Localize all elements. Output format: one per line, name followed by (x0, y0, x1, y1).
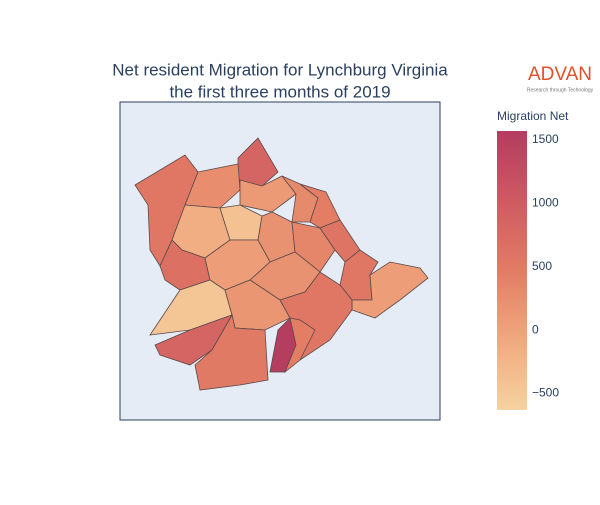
colorbar-tick-label: −500 (532, 386, 559, 400)
colorbar-tick-label: 500 (532, 259, 552, 273)
logo-tagline: Research through Technology (527, 87, 594, 93)
chart-title: the first three months of 2019 (169, 82, 390, 101)
colorbar-tick-label: 1000 (532, 195, 559, 209)
colorbar-tick-label: 0 (532, 322, 539, 336)
regions (134, 137, 429, 391)
region (284, 317, 316, 374)
colorbar (497, 131, 527, 410)
colorbar-title: Migration Net (497, 109, 569, 123)
chart-title: Net resident Migration for Lynchburg Vir… (112, 60, 448, 79)
logo-name: ADVAN (528, 64, 592, 85)
region (194, 313, 269, 391)
region (184, 163, 241, 209)
colorbar-tick-label: 1500 (532, 132, 559, 146)
